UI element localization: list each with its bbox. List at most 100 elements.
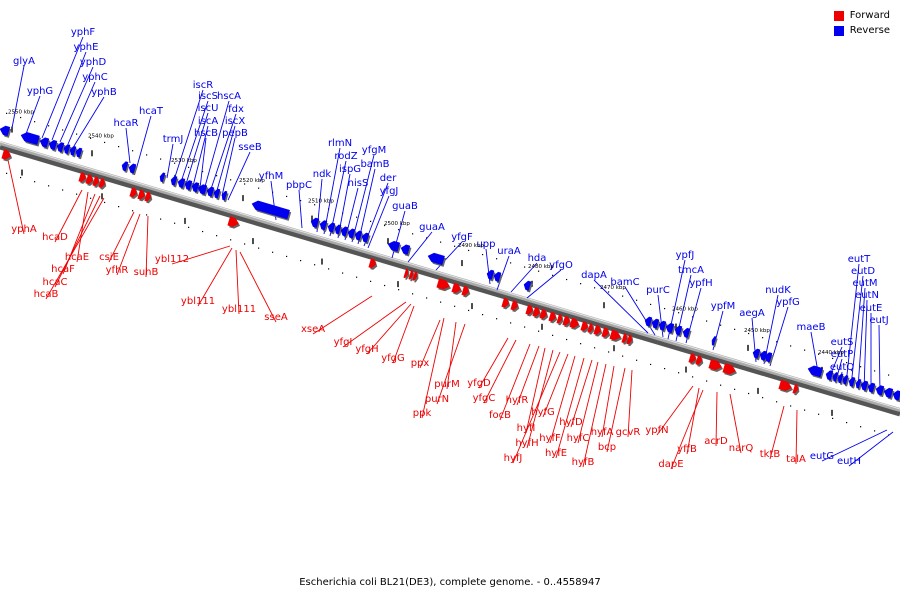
reverse-gene-label: guaA	[419, 222, 445, 233]
reverse-gene-arrow	[807, 365, 824, 378]
reverse-gene-arrow	[682, 327, 691, 338]
forward-gene-arrow	[403, 268, 409, 279]
tick-dot	[650, 303, 652, 306]
scale-label: 2540 kbp	[88, 133, 114, 139]
tick-dot	[454, 245, 456, 247]
reverse-gene-label: yphE	[74, 42, 99, 53]
leader-line	[199, 137, 207, 189]
forward-gene-arrow	[227, 216, 239, 227]
reverse-gene-arrow	[340, 226, 349, 237]
reverse-gene-label: iscR	[193, 80, 213, 91]
reverse-gene-label: tmcA	[678, 265, 704, 276]
forward-gene-arrow	[436, 278, 450, 290]
tick-dot	[804, 409, 806, 411]
leader-line	[483, 339, 517, 404]
tick-dot	[650, 363, 652, 366]
tick-dot	[370, 220, 372, 222]
leader-line	[67, 81, 96, 145]
forward-gene-label: sseA	[264, 312, 288, 323]
reverse-gene-arrow	[191, 182, 200, 193]
forward-gene-label: yfgC	[473, 393, 496, 404]
gene-shadow	[405, 270, 410, 280]
forward-gene-arrow	[593, 324, 602, 335]
leader-line	[312, 295, 373, 335]
tick-dot	[272, 251, 274, 253]
leader-line	[366, 303, 412, 355]
leader-line	[239, 251, 277, 323]
tick-dot	[244, 243, 246, 245]
leader-line	[555, 357, 585, 459]
leader-line	[549, 355, 576, 444]
reverse-gene-arrow	[848, 376, 856, 387]
tick-dot	[230, 239, 232, 241]
forward-gene-arrow	[85, 174, 94, 185]
leader-line	[41, 36, 84, 139]
tick-dot	[608, 291, 610, 293]
forward-gene-label: gcvR	[616, 427, 641, 438]
reverse-gene-arrow	[63, 144, 71, 155]
reverse-gene-label: sseB	[238, 142, 262, 153]
leader-line	[221, 137, 236, 197]
leader-line	[116, 213, 141, 276]
forward-gene-arrow	[688, 353, 697, 364]
tick-dot	[104, 201, 106, 204]
forward-gene-label: yfgH	[355, 344, 378, 355]
reverse-gene-arrow	[860, 380, 869, 391]
tick-dot	[356, 276, 358, 278]
tick-dot	[692, 376, 694, 378]
forward-gene-label: yffB	[677, 444, 697, 455]
reverse-gene-arrow	[334, 224, 342, 235]
reverse-gene-label: yphD	[80, 57, 107, 68]
forward-gene-arrow	[78, 172, 87, 183]
forward-gene-label: narQ	[729, 443, 754, 454]
forward-gene-label: hcaC	[43, 277, 68, 288]
reverse-gene-label: hcaT	[139, 106, 164, 117]
tick-dot	[244, 183, 246, 185]
reverse-gene-arrow	[159, 172, 166, 183]
forward-gene-arrow	[778, 379, 792, 391]
forward-gene-arrow	[98, 178, 106, 188]
forward-gene-label: hyfE	[545, 448, 567, 459]
reverse-gene-label: eutJ	[869, 315, 888, 326]
leader-line	[686, 387, 700, 455]
reverse-gene-label: ypfM	[711, 301, 735, 312]
forward-gene-label: purN	[425, 394, 449, 405]
leader-line	[850, 275, 864, 387]
tick-dot	[538, 330, 540, 332]
leader-line	[606, 367, 626, 453]
forward-gene-label: hyfH	[515, 438, 538, 449]
reverse-gene-arrow	[752, 348, 761, 359]
reverse-gene-arrow	[759, 350, 768, 361]
tick-dot	[146, 154, 148, 156]
scale-label: 2550 kbp	[8, 110, 34, 116]
forward-gene-arrow	[539, 308, 548, 319]
leader-line	[582, 363, 607, 468]
tick-dot	[34, 121, 36, 123]
reverse-gene-arrow	[69, 145, 77, 156]
forward-gene-arrow	[532, 306, 541, 317]
forward-gene-arrow	[548, 311, 557, 322]
leader-line	[478, 337, 509, 389]
reverse-gene-label: maeB	[797, 322, 826, 333]
tick-dot	[762, 337, 764, 339]
legend-item-reverse: Reverse	[833, 23, 890, 38]
reverse-gene-label: yfgO	[549, 260, 573, 271]
forward-gene-label: purM	[434, 379, 459, 390]
reverse-gene-arrow	[892, 390, 900, 401]
reverse-gene-arrow	[842, 375, 849, 385]
leader-line	[769, 405, 785, 460]
reverse-gene-arrow	[825, 370, 834, 381]
reverse-gene-label: hisS	[348, 178, 369, 189]
forward-gene-arrow	[144, 191, 152, 202]
tick-dot	[748, 392, 750, 395]
tick-dot	[538, 270, 540, 272]
tick-dot	[398, 289, 400, 291]
scale-label: 2460 kbp	[672, 307, 698, 313]
tick-dot	[286, 195, 288, 198]
reverse-gene-arrow	[764, 352, 773, 363]
leader-line	[166, 143, 174, 179]
tick-dot	[216, 235, 218, 237]
tick-dot	[706, 380, 708, 382]
backbone-line	[0, 141, 900, 412]
genome-caption: Escherichia coli BL21(DE3), complete gen…	[299, 577, 601, 588]
